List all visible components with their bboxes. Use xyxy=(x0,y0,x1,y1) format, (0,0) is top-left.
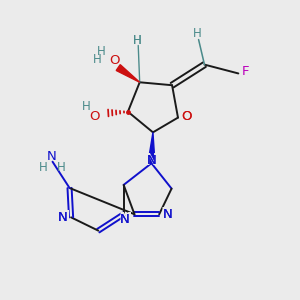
Polygon shape xyxy=(148,132,155,164)
Text: N: N xyxy=(47,150,57,163)
Text: H: H xyxy=(132,34,141,47)
Text: N: N xyxy=(161,207,174,222)
Text: H: H xyxy=(39,160,47,173)
Text: H: H xyxy=(93,53,101,66)
Text: N: N xyxy=(58,211,68,224)
Text: O: O xyxy=(181,110,191,123)
Text: N: N xyxy=(118,212,132,227)
Text: N: N xyxy=(163,208,172,221)
Text: N: N xyxy=(56,210,70,225)
Text: H: H xyxy=(97,45,106,58)
Text: O: O xyxy=(181,110,191,123)
Polygon shape xyxy=(116,64,140,82)
Text: H: H xyxy=(82,100,91,113)
Text: O: O xyxy=(89,110,100,123)
Text: O: O xyxy=(109,54,119,67)
Text: H: H xyxy=(56,160,65,173)
Text: H: H xyxy=(193,27,202,40)
Text: H: H xyxy=(132,34,141,47)
Text: N: N xyxy=(120,213,130,226)
Text: N: N xyxy=(147,154,156,167)
Text: N: N xyxy=(120,213,130,226)
Text: N: N xyxy=(58,211,68,224)
Text: N: N xyxy=(147,154,156,167)
Text: O: O xyxy=(179,109,193,124)
Text: F: F xyxy=(242,65,249,79)
Text: N: N xyxy=(145,153,158,168)
Text: N: N xyxy=(163,208,172,221)
